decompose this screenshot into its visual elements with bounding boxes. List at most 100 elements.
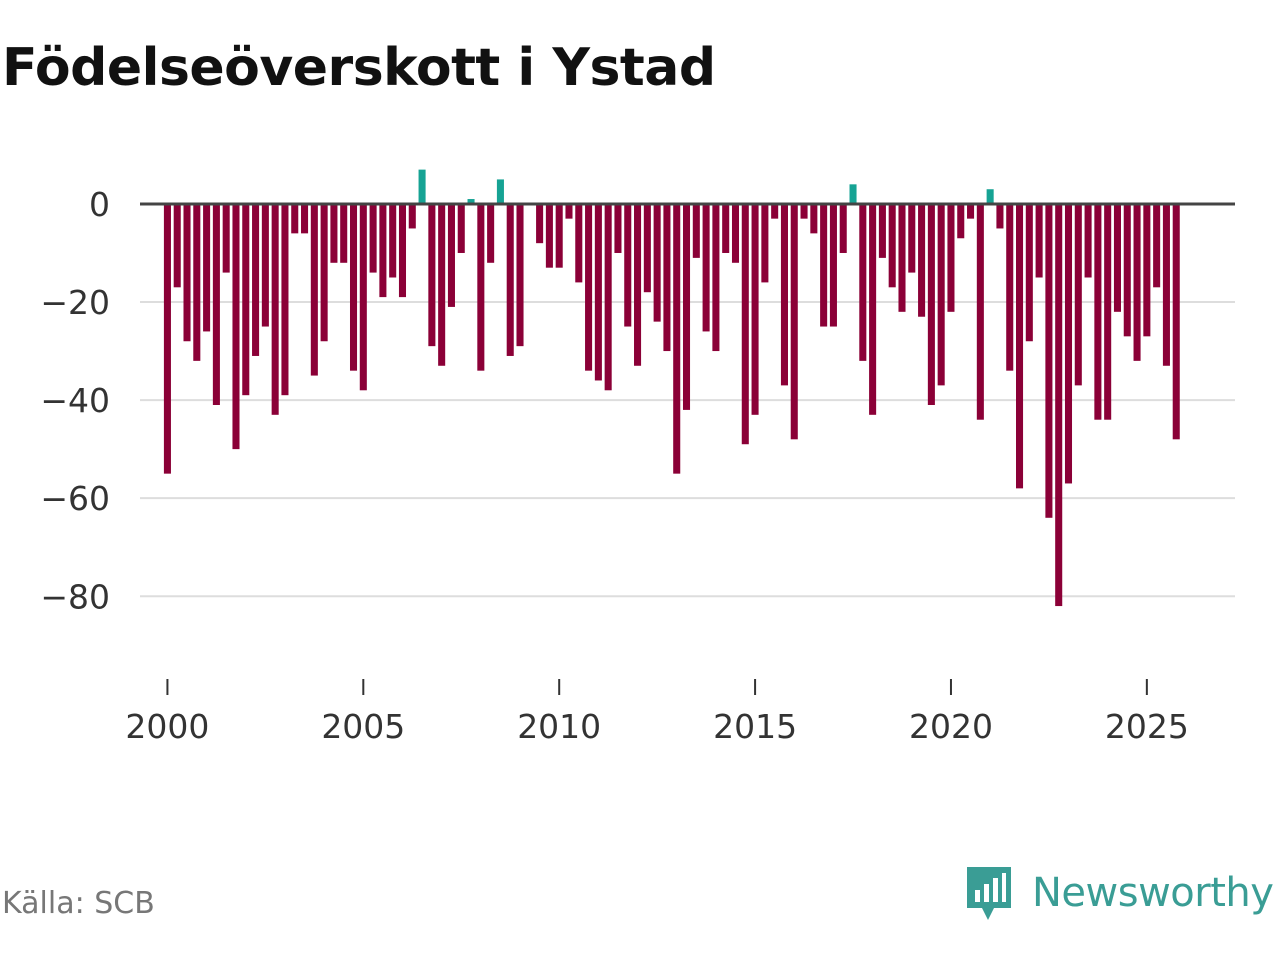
bar-negative [506,203,514,356]
bar-negative [565,203,573,219]
bar-negative [1045,203,1053,518]
bar-negative [369,203,377,273]
bar-negative [545,203,553,268]
bar-negative [947,203,955,312]
bar-negative [702,203,710,332]
bar-negative [898,203,906,312]
bar-negative [643,203,651,293]
bar-negative [1074,203,1082,386]
bar-negative [604,203,612,391]
bar-negative [908,203,916,273]
bar-negative [859,203,867,361]
bar-positive [467,199,475,204]
bar-negative [1094,203,1102,420]
bar-negative [183,203,191,342]
bar-negative [692,203,700,258]
bar-positive [418,169,426,204]
bar-negative [291,203,299,234]
bar-negative [663,203,671,352]
bar-negative [780,203,788,386]
bar-negative [203,203,211,332]
bar-negative [301,203,309,234]
y-tick-label: −40 [40,381,110,420]
x-tick-label: 2025 [1105,707,1189,746]
bar-negative [1064,203,1073,484]
bar-negative [389,203,397,278]
bar-negative [330,203,338,263]
bar-negative [888,203,896,288]
bar-negative [790,203,798,440]
x-axis: 2000 2005 2010 2015 2020 2025 [125,679,1189,746]
bar-negative [438,203,446,366]
bar-negative [1113,203,1121,312]
bar-negative [1143,203,1151,337]
bar-negative [1084,203,1092,278]
bar-negative [1025,203,1033,342]
bar-negative [800,203,808,219]
bar-negative [477,203,485,371]
bar-negative [1035,203,1043,278]
bar-negative [673,203,681,474]
y-tick-label: 0 [89,185,110,224]
bar-positive [986,189,994,204]
bar-positive [496,179,504,204]
bar-negative [712,203,720,352]
bar-negative [359,203,367,391]
bar-negative [281,203,289,396]
bar-negative [193,203,201,361]
bar-negative [516,203,524,347]
bar-negative [927,203,935,405]
bar-positive [849,184,857,204]
bar-negative [222,203,230,273]
logo-text: Newsworthy [1032,870,1274,916]
bar-negative [653,203,661,322]
chart-title: Födelseöverskott i Ystad [2,38,716,98]
bar-negative [1133,203,1141,361]
bar-negative [771,203,779,219]
bar-negative [1006,203,1014,371]
y-axis: 0 −20 −40 −60 −80 [40,185,110,616]
bar-negative [310,203,318,376]
bar-negative [457,203,465,253]
bar-negative [428,203,436,347]
bar-negative [379,203,387,298]
x-tick-label: 2005 [321,707,405,746]
bar-negative [575,203,583,283]
bar-negative [252,203,260,356]
bar-negative [1016,203,1024,489]
bars [163,169,1180,607]
bar-negative [555,203,563,268]
bar-negative [408,203,416,229]
bar-negative [614,203,622,253]
bar-negative [878,203,886,258]
bar-negative [232,203,240,450]
bar-negative [810,203,818,234]
bar-negative [447,203,455,307]
bar-negative [761,203,769,283]
bar-negative [996,203,1004,229]
bar-negative [624,203,632,327]
bar-negative [1153,203,1161,288]
bar-negative [957,203,965,239]
bar-negative [1172,203,1180,440]
x-tick-label: 2000 [125,707,209,746]
bar-negative [918,203,926,317]
bar-negative [487,203,495,263]
bar-negative [722,203,730,253]
y-tick-label: −60 [40,479,110,518]
x-tick-label: 2020 [909,707,993,746]
bar-negative [937,203,945,386]
y-tick-label: −80 [40,577,110,616]
bar-negative [634,203,642,366]
bar-negative [976,203,984,420]
newsworthy-chart-bubble-icon [967,867,1011,920]
bar-negative [320,203,328,342]
bar-negative [340,203,348,263]
bar-negative [1162,203,1170,366]
bar-negative [820,203,828,327]
bar-negative [173,203,181,288]
bar-negative [751,203,759,415]
bar-negative [594,203,602,381]
bar-negative [967,203,975,219]
